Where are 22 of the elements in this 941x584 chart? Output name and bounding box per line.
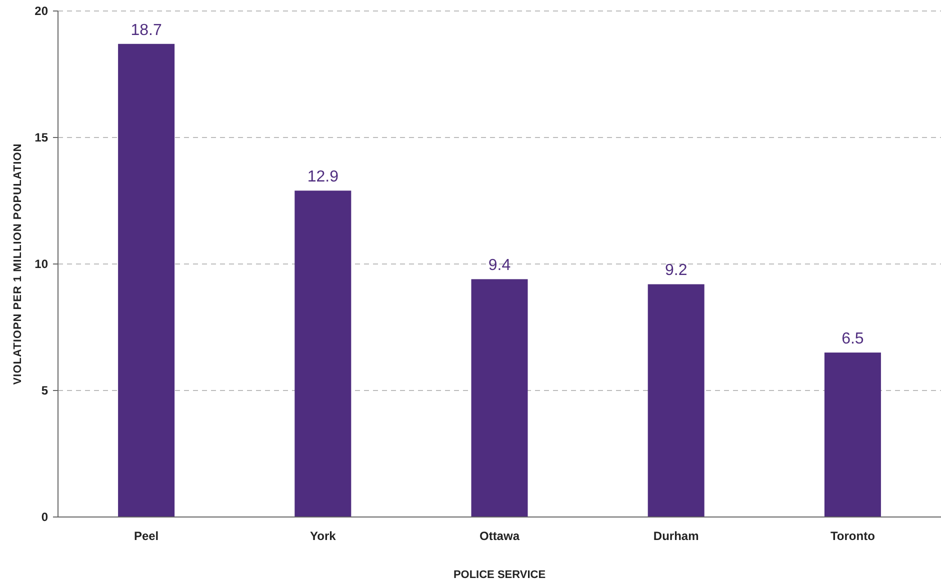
y-tick-label: 0: [41, 510, 48, 524]
x-tick-label: Ottawa: [479, 529, 520, 543]
x-tick-label: York: [310, 529, 336, 543]
y-tick-label: 10: [34, 257, 48, 272]
y-axis-title: VIOLATIOPN PER 1 MILLION POPULATION: [12, 143, 24, 385]
bar: [824, 352, 881, 517]
x-tick-label: Durham: [653, 529, 699, 543]
x-tick-label: Toronto: [830, 529, 875, 543]
bar: [648, 284, 704, 517]
data-label: 9.2: [664, 262, 688, 280]
bar: [118, 44, 175, 517]
data-label: 6.5: [842, 330, 864, 348]
data-label: 9.4: [488, 257, 511, 274]
x-axis-title: POLICE SERVICE: [453, 569, 546, 581]
x-tick-label: Peel: [134, 529, 159, 543]
y-tick-label: 5: [41, 384, 48, 398]
data-label: 18.7: [130, 22, 162, 39]
y-tick-label: 15: [34, 130, 48, 145]
bar: [294, 190, 352, 517]
bar: [471, 279, 528, 517]
data-label: 12.9: [307, 168, 339, 186]
y-tick-label: 20: [34, 4, 48, 18]
